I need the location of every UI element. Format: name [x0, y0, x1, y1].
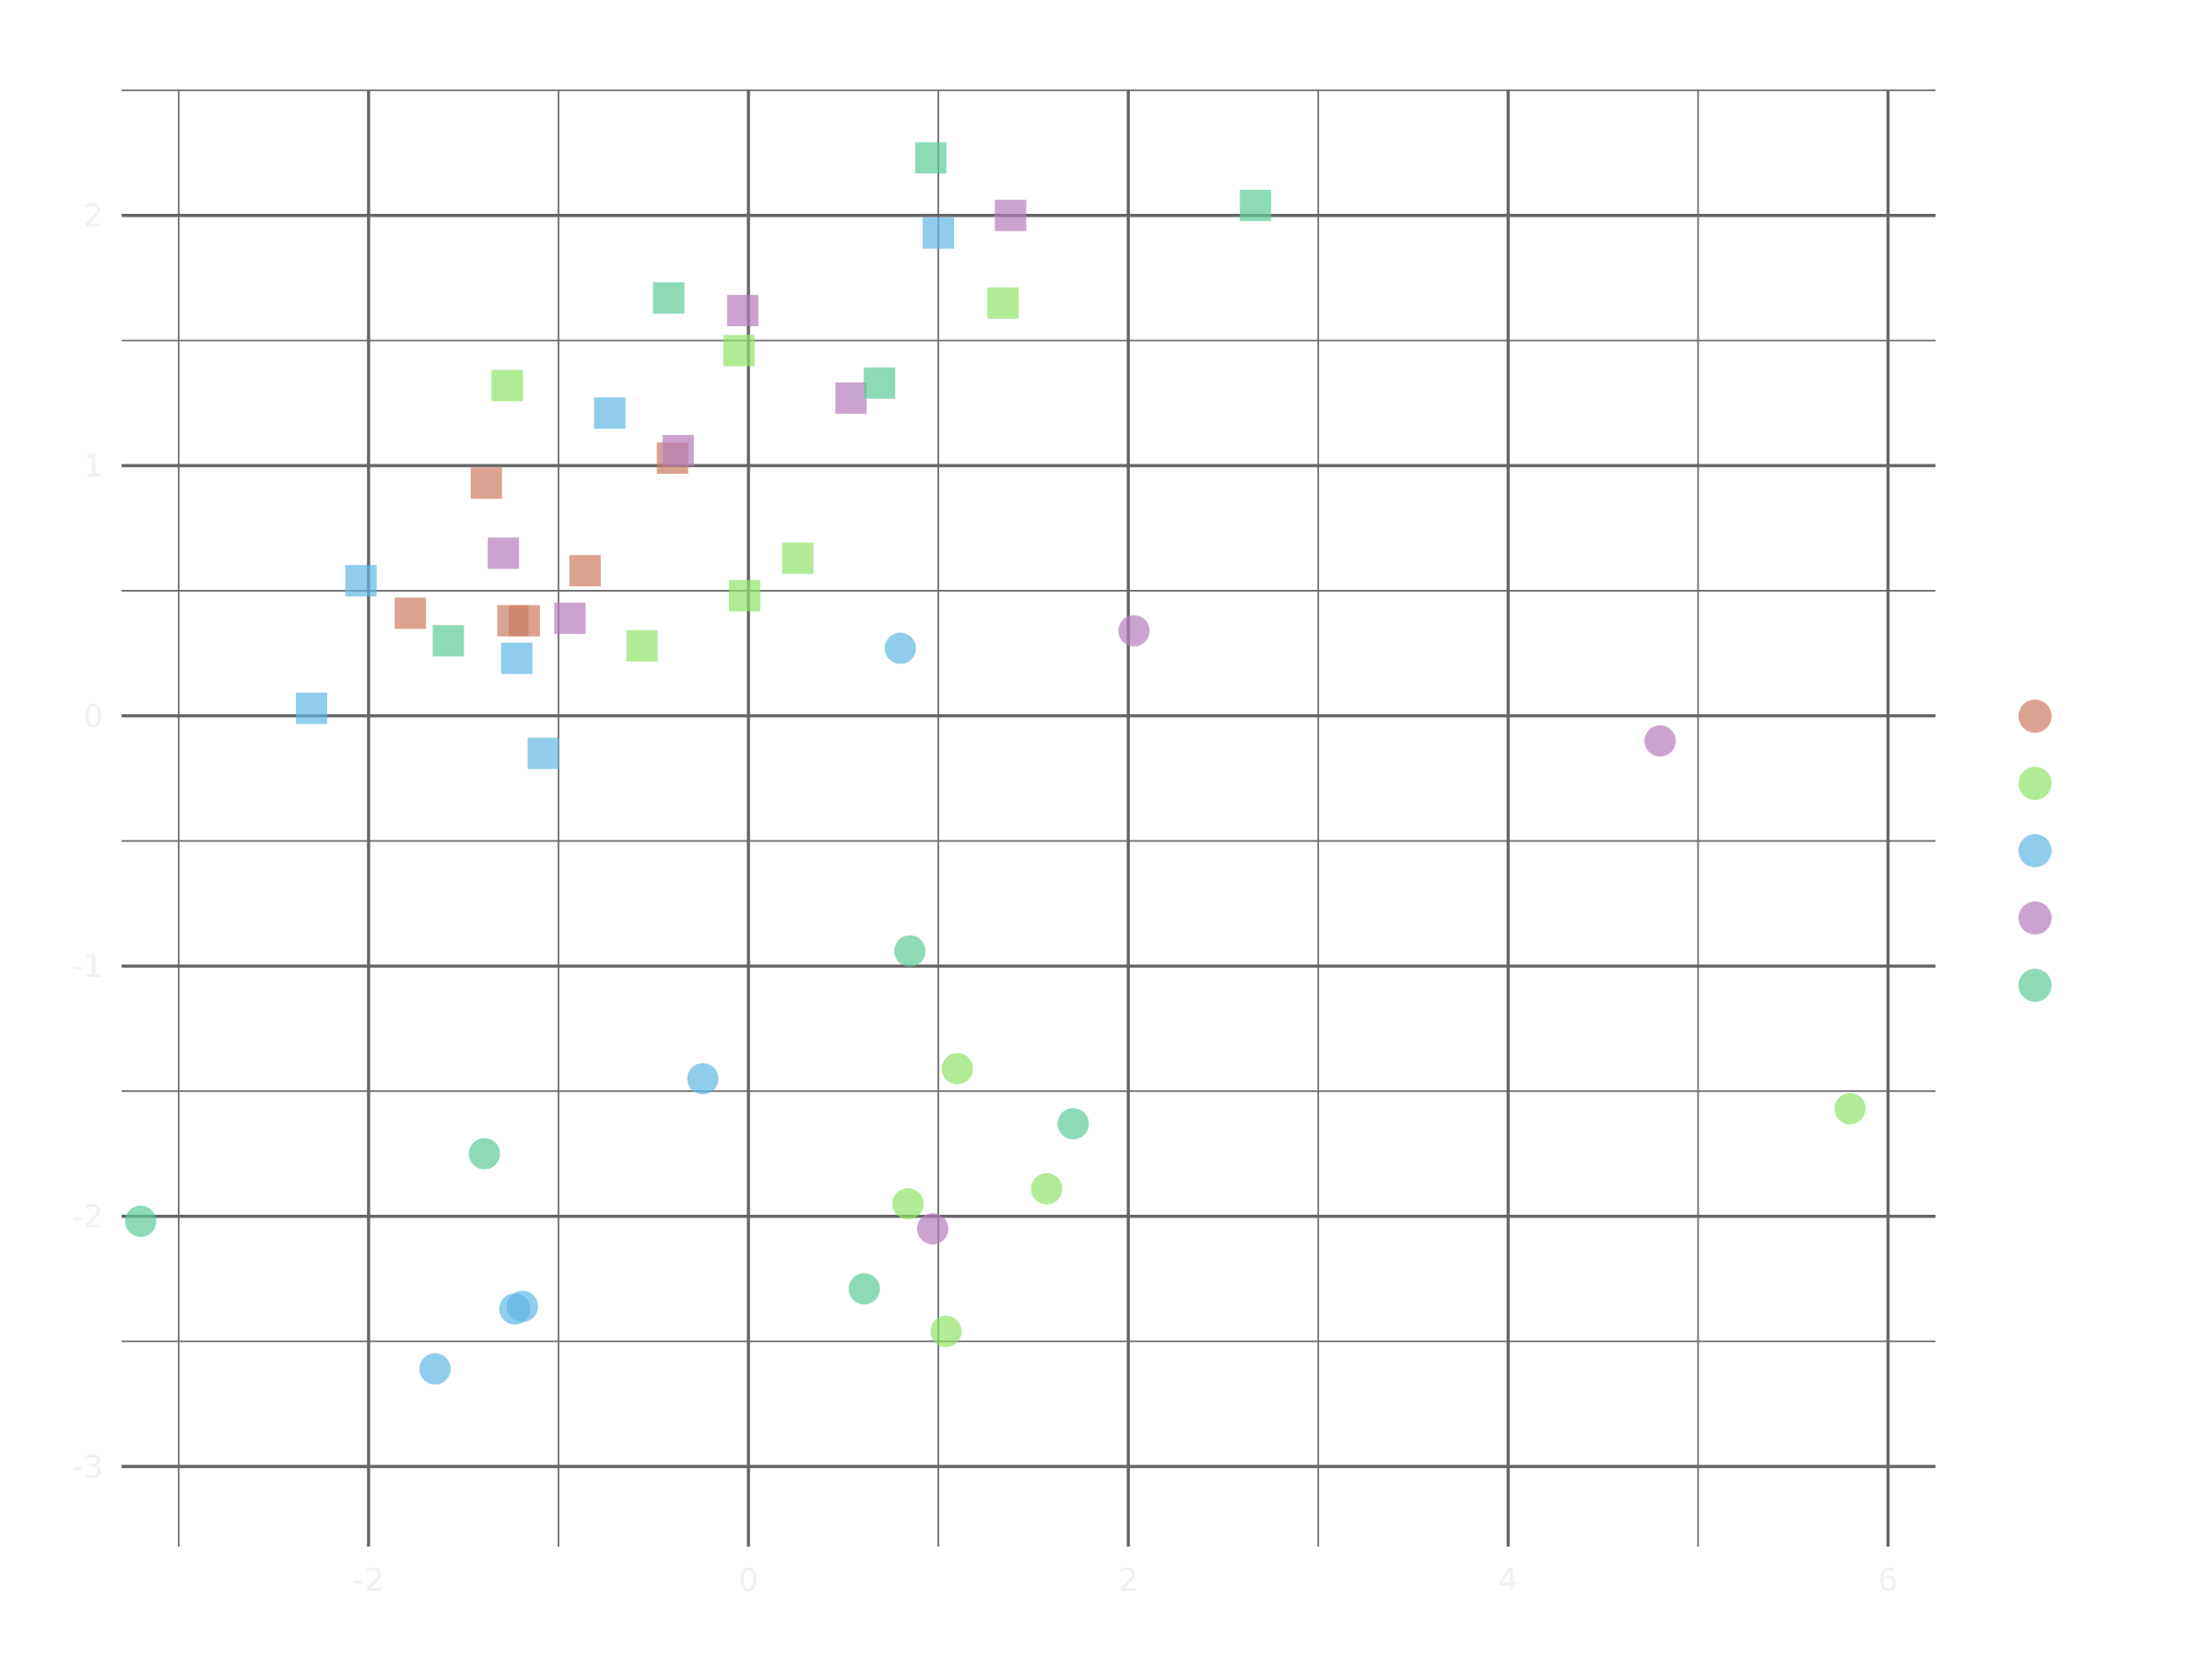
legend — [2018, 700, 2052, 1002]
x-tick-label: 4 — [1499, 1562, 1519, 1599]
y-tick-label: 0 — [83, 699, 103, 735]
data-point-square — [394, 597, 427, 629]
x-tick-label: 2 — [1118, 1562, 1138, 1599]
y-tick-label: -2 — [72, 1199, 103, 1236]
x-axis-tick-labels: -2 0 2 4 6 — [353, 1562, 1898, 1599]
data-point-circle — [687, 1063, 719, 1095]
data-point-circle — [419, 1353, 452, 1385]
data-point-circle — [894, 935, 926, 967]
data-points — [124, 142, 1866, 1385]
y-tick-label: 2 — [83, 198, 103, 235]
data-point-square — [987, 287, 1019, 319]
x-tick-label: 6 — [1878, 1562, 1899, 1599]
data-point-square — [835, 382, 867, 414]
data-point-square — [1240, 189, 1272, 221]
data-point-circle — [848, 1273, 880, 1305]
data-point-circle — [468, 1137, 500, 1170]
x-tick-label: 0 — [738, 1562, 759, 1599]
data-point-square — [626, 629, 658, 662]
legend-key — [2018, 700, 2052, 733]
minor-gridlines — [122, 89, 1936, 1547]
y-axis-tick-labels: -3 -2 -1 0 1 2 — [72, 198, 103, 1486]
y-tick-label: -1 — [72, 948, 103, 985]
data-point-square — [726, 294, 759, 326]
data-point-square — [569, 555, 601, 587]
legend-key — [2018, 767, 2052, 800]
legend-key — [2018, 834, 2052, 867]
data-point-circle — [1057, 1108, 1089, 1140]
major-gridlines — [122, 90, 1936, 1547]
data-point-square — [488, 537, 520, 570]
data-point-square — [994, 199, 1027, 231]
y-tick-label: -3 — [72, 1449, 103, 1486]
data-point-square — [864, 367, 896, 399]
data-point-square — [508, 605, 540, 637]
data-point-square — [527, 737, 559, 770]
data-point-square — [923, 217, 955, 249]
legend-key — [2018, 969, 2052, 1002]
data-point-square — [296, 692, 328, 724]
data-point-circle — [892, 1188, 924, 1220]
data-point-square — [470, 467, 502, 500]
x-tick-label: -2 — [353, 1562, 384, 1599]
data-point-circle — [916, 1213, 948, 1245]
data-point-square — [491, 370, 524, 402]
data-point-square — [554, 602, 586, 634]
data-point-circle — [1834, 1092, 1866, 1124]
data-point-circle — [1030, 1172, 1063, 1205]
data-point-square — [594, 397, 626, 429]
data-point-square — [500, 642, 533, 675]
data-point-circle — [930, 1315, 962, 1347]
data-point-circle — [124, 1206, 157, 1238]
data-point-square — [653, 282, 685, 314]
data-point-square — [723, 335, 755, 367]
data-point-circle — [941, 1053, 973, 1085]
data-point-circle — [1644, 724, 1677, 757]
data-point-square — [662, 434, 694, 466]
legend-key — [2018, 901, 2052, 935]
data-point-square — [432, 625, 465, 657]
data-point-circle — [884, 632, 916, 665]
data-point-square — [782, 542, 814, 574]
data-point-square — [914, 142, 947, 174]
y-tick-label: 1 — [83, 448, 103, 485]
data-point-square — [728, 580, 760, 612]
data-point-circle — [506, 1290, 538, 1323]
data-point-circle — [1118, 615, 1150, 647]
data-point-square — [345, 565, 377, 597]
